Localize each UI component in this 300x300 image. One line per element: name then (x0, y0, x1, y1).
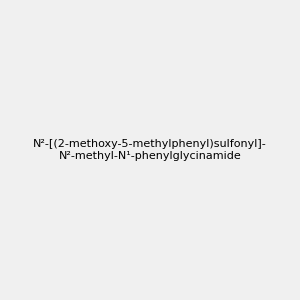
Text: N²-[(2-methoxy-5-methylphenyl)sulfonyl]-
N²-methyl-N¹-phenylglycinamide: N²-[(2-methoxy-5-methylphenyl)sulfonyl]-… (33, 139, 267, 161)
